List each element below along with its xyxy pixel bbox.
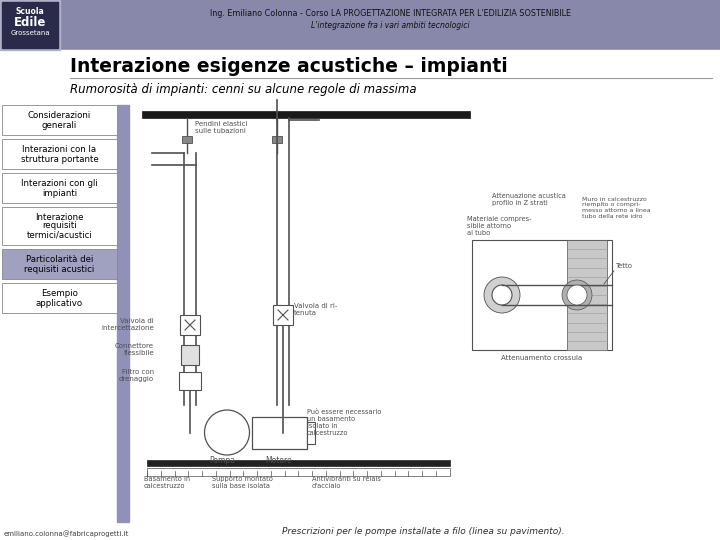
Bar bbox=[179, 372, 201, 390]
Circle shape bbox=[562, 280, 592, 310]
FancyBboxPatch shape bbox=[2, 207, 117, 245]
Text: Grossetana: Grossetana bbox=[10, 30, 50, 36]
Bar bbox=[181, 345, 199, 365]
Text: Interazioni con la: Interazioni con la bbox=[22, 145, 96, 153]
Text: Ing. Emiliano Colonna - Corso LA PROGETTAZIONE INTEGRATA PER L'EDILIZIA SOSTENIB: Ing. Emiliano Colonna - Corso LA PROGETT… bbox=[210, 9, 570, 17]
Bar bbox=[567, 240, 607, 350]
Text: struttura portante: struttura portante bbox=[21, 154, 99, 164]
Text: generali: generali bbox=[42, 120, 77, 130]
Text: Pompa: Pompa bbox=[209, 456, 235, 465]
FancyBboxPatch shape bbox=[2, 105, 117, 135]
FancyBboxPatch shape bbox=[2, 139, 117, 169]
Bar bbox=[182, 136, 192, 143]
Bar bbox=[307, 422, 315, 443]
Text: L'integrazione fra i vari ambiti tecnologici: L'integrazione fra i vari ambiti tecnolo… bbox=[311, 22, 469, 30]
Text: requisiti: requisiti bbox=[42, 221, 77, 231]
Bar bbox=[0, 0, 720, 50]
Bar bbox=[0, 0, 60, 50]
Text: Materiale compres-
sibile attorno
al tubo: Materiale compres- sibile attorno al tub… bbox=[467, 216, 531, 236]
Text: Interazioni con gli: Interazioni con gli bbox=[21, 179, 98, 187]
Text: Basamento in
calcestruzzo: Basamento in calcestruzzo bbox=[144, 476, 190, 489]
Bar bbox=[272, 136, 282, 143]
Text: Interazione esigenze acustiche – impianti: Interazione esigenze acustiche – impiant… bbox=[70, 57, 508, 76]
Text: emiliano.colonna@fabricaprogetti.it: emiliano.colonna@fabricaprogetti.it bbox=[4, 531, 130, 537]
Text: Può essere necessario
un basamento
isolato in
calcestruzzo: Può essere necessario un basamento isola… bbox=[307, 409, 382, 436]
Text: Filtro con
drenaggio: Filtro con drenaggio bbox=[119, 369, 154, 382]
Text: Attenuamento crossula: Attenuamento crossula bbox=[501, 355, 582, 361]
Text: Tetto: Tetto bbox=[615, 262, 632, 268]
Text: Particolarità dei: Particolarità dei bbox=[26, 254, 93, 264]
Text: Edile: Edile bbox=[14, 16, 46, 29]
Circle shape bbox=[484, 277, 520, 313]
Text: Supporto montato
sulla base isolata: Supporto montato sulla base isolata bbox=[212, 476, 273, 489]
Text: Muro in calcestruzzo
riempito o compri-
messo attorno a linea
tubo della rete id: Muro in calcestruzzo riempito o compri- … bbox=[582, 197, 651, 219]
Bar bbox=[273, 305, 293, 325]
Text: Considerazioni: Considerazioni bbox=[28, 111, 91, 119]
Text: Interazione: Interazione bbox=[35, 213, 84, 221]
Text: Attenuazione acustica
profilo in Z strati: Attenuazione acustica profilo in Z strat… bbox=[492, 193, 566, 206]
Circle shape bbox=[204, 410, 250, 455]
Text: Motore: Motore bbox=[266, 456, 292, 465]
Bar bbox=[251, 416, 307, 449]
Text: applicativo: applicativo bbox=[36, 299, 83, 307]
Text: requisiti acustici: requisiti acustici bbox=[24, 265, 94, 273]
Text: Valvola di ri-
tenuta: Valvola di ri- tenuta bbox=[294, 303, 338, 316]
Text: Valvola di
intercettazione: Valvola di intercettazione bbox=[102, 318, 154, 331]
Circle shape bbox=[492, 285, 512, 305]
Text: Scuola: Scuola bbox=[16, 6, 45, 16]
Text: Prescrizioni per le pompe installate a filo (linea su pavimento).: Prescrizioni per le pompe installate a f… bbox=[282, 528, 564, 537]
FancyBboxPatch shape bbox=[2, 173, 117, 203]
Circle shape bbox=[567, 285, 587, 305]
Text: impianti: impianti bbox=[42, 188, 77, 198]
Bar bbox=[147, 468, 449, 476]
Bar bbox=[117, 105, 129, 522]
Text: Antivibranti su relais
d'acciaio: Antivibranti su relais d'acciaio bbox=[312, 476, 381, 489]
Text: termici/acustici: termici/acustici bbox=[27, 231, 92, 240]
Bar bbox=[142, 111, 469, 118]
Text: Connettore
flessibile: Connettore flessibile bbox=[115, 343, 154, 356]
Text: Pendini elastici
sulle tubazioni: Pendini elastici sulle tubazioni bbox=[195, 121, 248, 134]
FancyBboxPatch shape bbox=[2, 283, 117, 313]
Bar bbox=[147, 460, 449, 466]
FancyBboxPatch shape bbox=[2, 249, 117, 279]
Bar bbox=[2, 2, 58, 48]
Text: Esempio: Esempio bbox=[41, 288, 78, 298]
Bar bbox=[472, 240, 612, 350]
Bar bbox=[180, 315, 200, 335]
Text: Rumorosità di impianti: cenni su alcune regole di massima: Rumorosità di impianti: cenni su alcune … bbox=[70, 84, 417, 97]
